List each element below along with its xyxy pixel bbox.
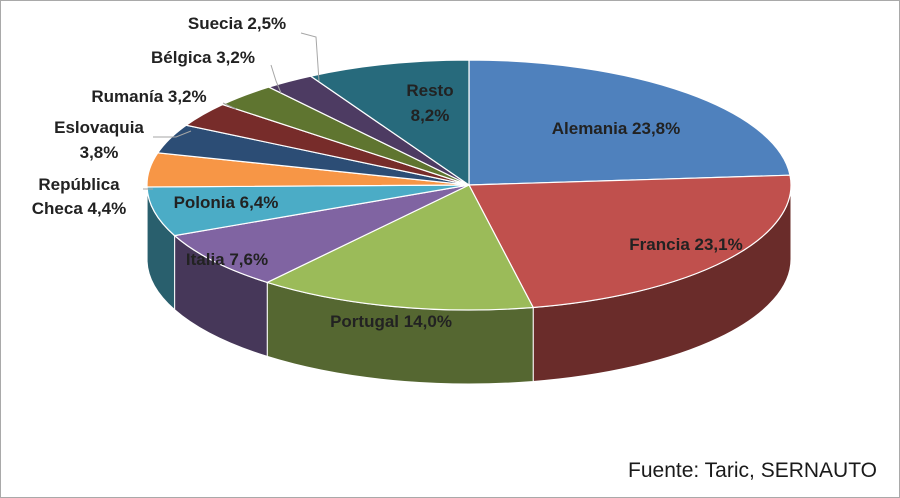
slice-portugal [265,184,535,311]
leader-suecia [300,32,320,82]
label-resto: Resto 8,2% [406,81,453,125]
slice-labels: Alemania 23,8% Francia 23,1% Portugal 14,0… [32,14,743,331]
source-note: Fuente: Taric, SERNAUTO [628,459,877,482]
label-alemania: Alemania 23,8% [552,119,681,138]
label-portugal: Portugal 14,0% [330,312,452,331]
slice-francia [468,174,792,309]
label-belgica: Bélgica 3,2% [151,48,255,67]
leader-rumania [222,102,237,110]
pie-tops [146,59,792,311]
slice-italia [173,184,470,284]
leader-eslovaquia [153,130,192,138]
label-italia: Italia 7,6% [186,250,268,269]
label-polonia: Polonia 6,4% [174,193,279,212]
slice-polonia [146,184,470,237]
label-eslovaquia: Eslovaquia 3,8% [54,118,144,162]
leader-lines [143,32,320,190]
pie-sides [146,184,792,385]
slice-alemania [468,59,791,186]
leader-belgica [270,64,282,94]
label-suecia: Suecia 2,5% [188,14,286,33]
label-rumania: Rumanía 3,2% [91,87,206,106]
label-francia: Francia 23,1% [629,235,742,254]
label-republica-checa: República Checa 4,4% [32,175,127,218]
